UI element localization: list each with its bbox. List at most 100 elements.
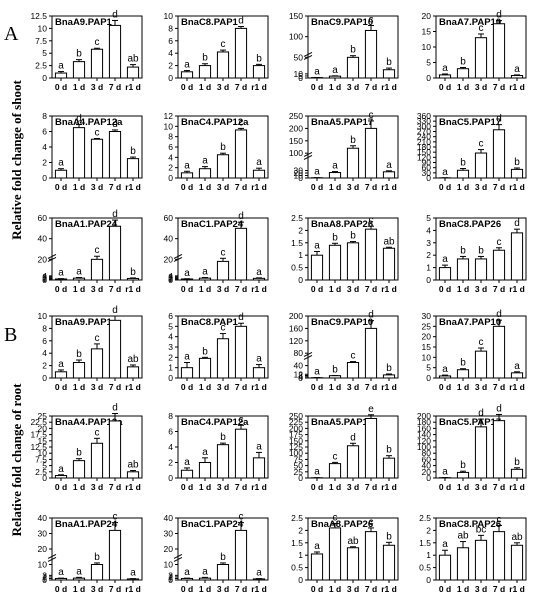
bar — [126, 158, 140, 179]
chart-title: BnaC9.PAP10 — [311, 317, 373, 328]
y-tick-label: 20 — [38, 423, 48, 433]
y-tick-label: 1.5 — [419, 538, 431, 548]
bar — [90, 564, 104, 581]
x-tick-label: 1 d — [329, 182, 341, 192]
significance-letter: b — [514, 457, 520, 468]
chart-title: BnaA9.PAP1 — [55, 17, 113, 28]
significance-letter: a — [76, 566, 82, 577]
significance-letter: d — [496, 403, 502, 414]
chart-title: BnaC1.PAP24 — [181, 519, 244, 530]
x-tick-label: 3 d — [475, 584, 487, 594]
y-tick-label: 2 — [168, 273, 173, 283]
x-tick-label: 3 d — [91, 284, 103, 294]
y-tick-label: 20 — [422, 467, 432, 477]
bar — [180, 172, 194, 179]
bar — [126, 277, 140, 281]
x-tick-label: r1 d — [509, 82, 525, 92]
x-tick-label: r1 d — [251, 482, 267, 492]
y-tick-label: 10 — [38, 311, 48, 321]
significance-letter: d — [112, 119, 118, 130]
y-tick-label: 2 — [168, 458, 173, 468]
y-tick-label: 60 — [422, 454, 432, 464]
y-tick-label: 25 — [38, 411, 48, 421]
y-tick-label: 12.5 — [30, 11, 47, 21]
bar — [72, 277, 86, 281]
y-tick-label: 0 — [298, 173, 303, 183]
y-tick-label: 0 — [426, 575, 431, 585]
significance-letter: a — [442, 63, 448, 74]
bar — [492, 531, 506, 581]
significance-letter: c — [95, 427, 100, 438]
significance-letter: b — [350, 45, 356, 56]
chart-title: BnaA1.PAP24 — [55, 219, 118, 230]
bar — [438, 267, 452, 281]
significance-letter: d — [496, 309, 502, 320]
x-tick-label: 1 d — [457, 284, 469, 294]
bar — [72, 577, 86, 581]
significance-letter: b — [220, 142, 226, 153]
x-tick-label: 0 d — [311, 284, 323, 294]
y-tick-label: 4 — [426, 225, 431, 235]
x-tick-label: 0 d — [311, 584, 323, 594]
chart-b-1-0: BnaA4.PAP12a 02.557.51012.51517.52022.525… — [30, 403, 143, 492]
bar — [474, 539, 488, 581]
chart-a-1-0: BnaA4.PAP12a 0 2 4 6 8 a 0 d d 1 d c 3 d d 7 d b r1 d — [42, 111, 143, 192]
x-tick-label: 1 d — [199, 584, 211, 594]
y-tick-label: 300 — [417, 121, 431, 131]
y-tick-label: 5 — [42, 461, 47, 471]
y-tick-label: 60 — [164, 213, 174, 223]
bar — [108, 319, 122, 379]
bar — [198, 577, 212, 581]
y-tick-label: 4 — [168, 332, 173, 342]
chart-title: BnaC5.PAP17 — [439, 117, 501, 128]
x-tick-label: 3 d — [217, 182, 229, 192]
y-tick-label: 0 — [42, 73, 47, 83]
y-tick-label: 10 — [38, 23, 48, 33]
y-tick-label: 2 — [168, 61, 173, 71]
significance-letter: a — [314, 66, 320, 77]
bar — [492, 129, 506, 179]
y-tick-label: 160 — [417, 423, 431, 433]
y-tick-label: 5 — [298, 71, 303, 81]
significance-letter: b — [386, 445, 392, 456]
significance-letter: b — [460, 158, 466, 169]
chart-title: BnaA7.PAP10 — [439, 317, 501, 328]
chart-title: BnaC4.PAP12a — [181, 117, 249, 128]
y-tick-label: 3 — [168, 272, 173, 282]
significance-letter: a — [442, 539, 448, 550]
chart-title: BnaA8.PAP26 — [311, 219, 373, 230]
y-tick-label: 125 — [289, 442, 303, 452]
bar — [234, 325, 248, 379]
bar — [108, 529, 122, 581]
bar — [126, 471, 140, 479]
bar — [438, 554, 452, 581]
y-tick-label: 4 — [168, 152, 173, 162]
significance-letter: b — [130, 267, 136, 278]
x-tick-label: 3 d — [347, 382, 359, 392]
y-tick-label: 3 — [426, 238, 431, 248]
x-tick-label: 0 d — [439, 382, 451, 392]
y-tick-label: 8 — [168, 23, 173, 33]
significance-letter: ab — [457, 531, 469, 542]
y-tick-label: 1 — [168, 573, 173, 583]
x-tick-label: 1 d — [73, 82, 85, 92]
chart-title: BnaA9.PAP1 — [55, 317, 113, 328]
significance-letter: d — [496, 114, 502, 125]
bar — [364, 531, 378, 581]
y-tick-label: 5 — [168, 321, 173, 331]
significance-letter: a — [130, 568, 136, 579]
significance-letter: a — [514, 361, 520, 372]
significance-letter: c — [369, 215, 374, 226]
bar — [328, 244, 342, 281]
x-tick-label: 7 d — [365, 82, 377, 92]
y-tick-label: 1.5 — [291, 538, 303, 548]
y-tick-label: 1 — [298, 550, 303, 560]
y-tick-label: 6 — [168, 36, 173, 46]
significance-letter: d — [112, 305, 118, 316]
x-tick-label: 0 d — [439, 182, 451, 192]
y-tick-label: 120 — [417, 436, 431, 446]
chart-title: BnaC8.PAP26 — [439, 519, 501, 530]
